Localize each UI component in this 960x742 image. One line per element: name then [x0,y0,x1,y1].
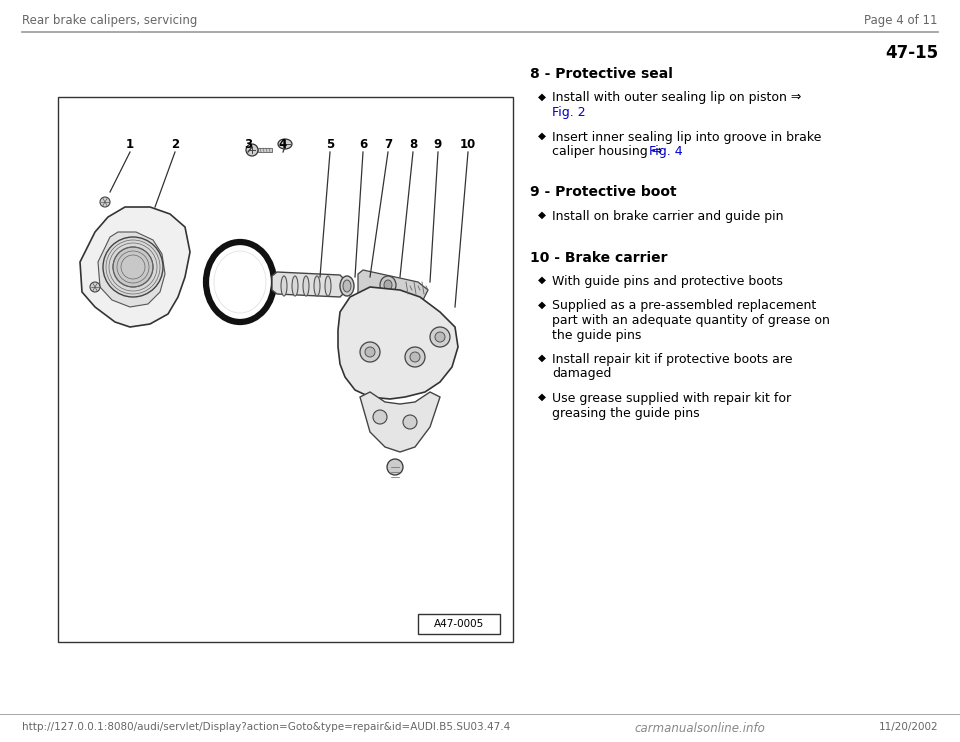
Text: damaged: damaged [552,367,612,381]
Text: ◆: ◆ [538,300,546,309]
Text: 10 - Brake carrier: 10 - Brake carrier [530,251,667,264]
Circle shape [100,197,110,207]
Text: 7: 7 [384,137,392,151]
Text: ◆: ◆ [538,353,546,363]
Circle shape [246,144,258,156]
Text: http://127.0.0.1:8080/audi/servlet/Display?action=Goto&type=repair&id=AUDI.B5.SU: http://127.0.0.1:8080/audi/servlet/Displ… [22,722,511,732]
Ellipse shape [278,139,292,149]
Text: 9: 9 [434,137,443,151]
Text: Install repair kit if protective boots are: Install repair kit if protective boots a… [552,353,793,366]
Circle shape [405,347,425,367]
Circle shape [435,332,445,342]
Ellipse shape [303,276,309,296]
Circle shape [365,347,375,357]
Text: ◆: ◆ [538,275,546,285]
Text: Fig. 4: Fig. 4 [649,145,683,158]
Text: With guide pins and protective boots: With guide pins and protective boots [552,275,782,288]
Text: ◆: ◆ [538,131,546,140]
Text: Rear brake calipers, servicing: Rear brake calipers, servicing [22,14,198,27]
Ellipse shape [384,280,392,290]
Circle shape [403,415,417,429]
Circle shape [387,459,403,475]
Text: 1: 1 [126,137,134,151]
Bar [418,614,500,634]
Circle shape [113,247,153,287]
Text: Insert inner sealing lip into groove in brake: Insert inner sealing lip into groove in … [552,131,822,143]
Text: 4: 4 [278,137,287,151]
Polygon shape [98,232,165,307]
Text: ◆: ◆ [538,210,546,220]
Bar [258,148,272,152]
Text: 11/20/2002: 11/20/2002 [878,722,938,732]
Polygon shape [272,272,345,297]
Ellipse shape [292,276,298,296]
Circle shape [103,237,163,297]
Bar [58,97,513,642]
Ellipse shape [214,251,266,313]
Text: part with an adequate quantity of grease on: part with an adequate quantity of grease… [552,314,829,327]
Circle shape [410,352,420,362]
Circle shape [430,327,450,347]
Circle shape [360,342,380,362]
Text: ◆: ◆ [538,91,546,102]
Ellipse shape [380,276,396,294]
Text: 6: 6 [359,137,367,151]
Text: Page 4 of 11: Page 4 of 11 [865,14,938,27]
Text: Use grease supplied with repair kit for: Use grease supplied with repair kit for [552,392,791,405]
Polygon shape [358,270,428,304]
Text: Supplied as a pre-assembled replacement: Supplied as a pre-assembled replacement [552,300,816,312]
Ellipse shape [340,276,354,296]
Polygon shape [338,287,458,399]
Text: ◆: ◆ [538,392,546,402]
Ellipse shape [325,276,331,296]
Text: Fig. 2: Fig. 2 [552,106,586,119]
Circle shape [373,410,387,424]
Text: 2: 2 [171,137,180,151]
Text: 10: 10 [460,137,476,151]
Polygon shape [80,207,190,327]
Ellipse shape [281,276,287,296]
Circle shape [90,282,100,292]
Text: A47-0005: A47-0005 [434,619,484,629]
Ellipse shape [314,276,320,296]
Text: the guide pins: the guide pins [552,329,641,341]
Text: caliper housing ⇒: caliper housing ⇒ [552,145,666,158]
Text: greasing the guide pins: greasing the guide pins [552,407,700,419]
Text: Install on brake carrier and guide pin: Install on brake carrier and guide pin [552,210,783,223]
Text: 9 - Protective boot: 9 - Protective boot [530,186,677,200]
Text: 8 - Protective seal: 8 - Protective seal [530,67,673,81]
Polygon shape [360,392,440,452]
Text: 3: 3 [244,137,252,151]
Text: 8: 8 [409,137,418,151]
Text: 47-15: 47-15 [885,44,938,62]
Text: 5: 5 [325,137,334,151]
Text: carmanualsonline.info: carmanualsonline.info [635,722,765,735]
Ellipse shape [343,280,351,292]
Text: Install with outer sealing lip on piston ⇒: Install with outer sealing lip on piston… [552,91,802,105]
